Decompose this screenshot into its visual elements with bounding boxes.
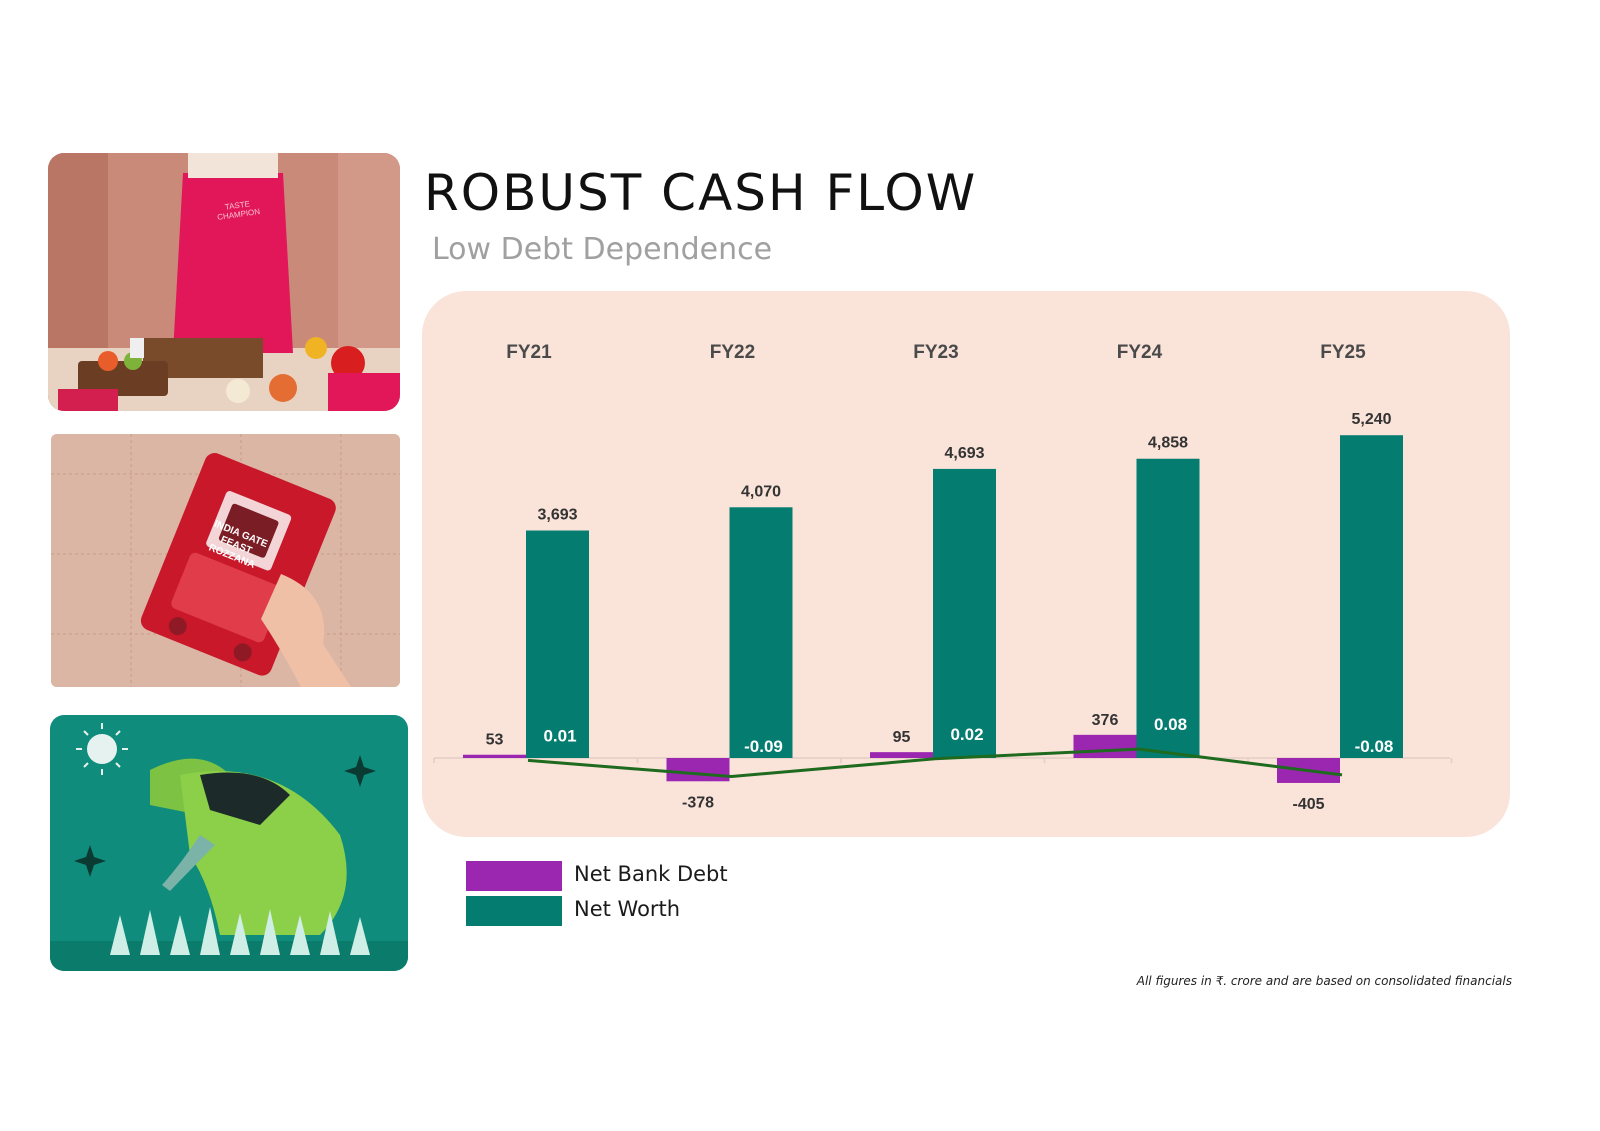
net-bank-debt-bar-fy24 xyxy=(1073,734,1137,758)
net-bank-debt-label-fy23: 95 xyxy=(893,729,911,746)
net-bank-debt-label-fy21: 53 xyxy=(486,732,504,749)
net-bank-debt-bar-fy22 xyxy=(666,758,730,782)
net-worth-label-fy24: 4,858 xyxy=(1148,435,1188,452)
farmer-illustration-art xyxy=(50,715,408,971)
net-bank-debt-bar-fy21 xyxy=(463,754,526,758)
rice-pack-photo-art xyxy=(51,434,400,687)
net-worth-bar-fy25 xyxy=(1340,435,1403,758)
net-bank-debt-label-fy24: 376 xyxy=(1092,712,1119,729)
combo-chart: FY21 53 3,693 FY22 -378 4,070 FY23 95 4,693 FY24 3… xyxy=(433,342,1453,813)
legend-label-net-bank-debt: Net Bank Debt xyxy=(574,862,728,886)
category-label-fy22: FY22 xyxy=(710,342,755,363)
category-label-fy25: FY25 xyxy=(1320,342,1366,363)
net-worth-label-fy22: 4,070 xyxy=(741,483,781,500)
footnote: All figures in ₹. crore and are based on… xyxy=(1136,974,1512,988)
ratio-label-fy22: -0.09 xyxy=(744,737,783,756)
cooking-photo: TASTE CHAMPION xyxy=(48,153,400,411)
ratio-line xyxy=(527,747,1343,779)
category-label-fy21: FY21 xyxy=(506,342,552,363)
ratio-label-fy23: 0.02 xyxy=(950,725,983,744)
net-worth-bar-fy22 xyxy=(729,507,793,758)
net-worth-bar-fy24 xyxy=(1136,458,1200,758)
net-worth-bar-fy21 xyxy=(526,530,589,758)
net-worth-bar-fy23 xyxy=(933,468,996,758)
cooking-photo-art xyxy=(48,153,400,411)
sun-icon xyxy=(76,723,128,775)
category-label-fy23: FY23 xyxy=(913,342,958,363)
rice-pack-photo: INDIA GATE FEAST ROZZANA xyxy=(51,434,400,687)
net-worth-label-fy21: 3,693 xyxy=(537,507,577,524)
legend-swatch-net-bank-debt xyxy=(466,861,562,891)
net-bank-debt-label-fy25: -405 xyxy=(1292,796,1324,813)
ratio-label-fy21: 0.01 xyxy=(543,726,576,745)
page-title: ROBUST CASH FLOW xyxy=(424,164,978,222)
legend-swatch-net-worth xyxy=(466,896,562,926)
net-bank-debt-label-fy22: -378 xyxy=(682,794,714,811)
farmer-illustration xyxy=(50,715,408,971)
ratio-label-fy25: -0.08 xyxy=(1355,737,1394,756)
net-worth-label-fy23: 4,693 xyxy=(944,445,984,462)
page-subtitle: Low Debt Dependence xyxy=(432,232,773,267)
legend-label-net-worth: Net Worth xyxy=(574,897,681,921)
net-bank-debt-bar-fy23 xyxy=(870,752,933,758)
category-label-fy24: FY24 xyxy=(1117,342,1163,363)
net-worth-label-fy25: 5,240 xyxy=(1351,411,1391,428)
ratio-label-fy24: 0.08 xyxy=(1154,715,1187,734)
